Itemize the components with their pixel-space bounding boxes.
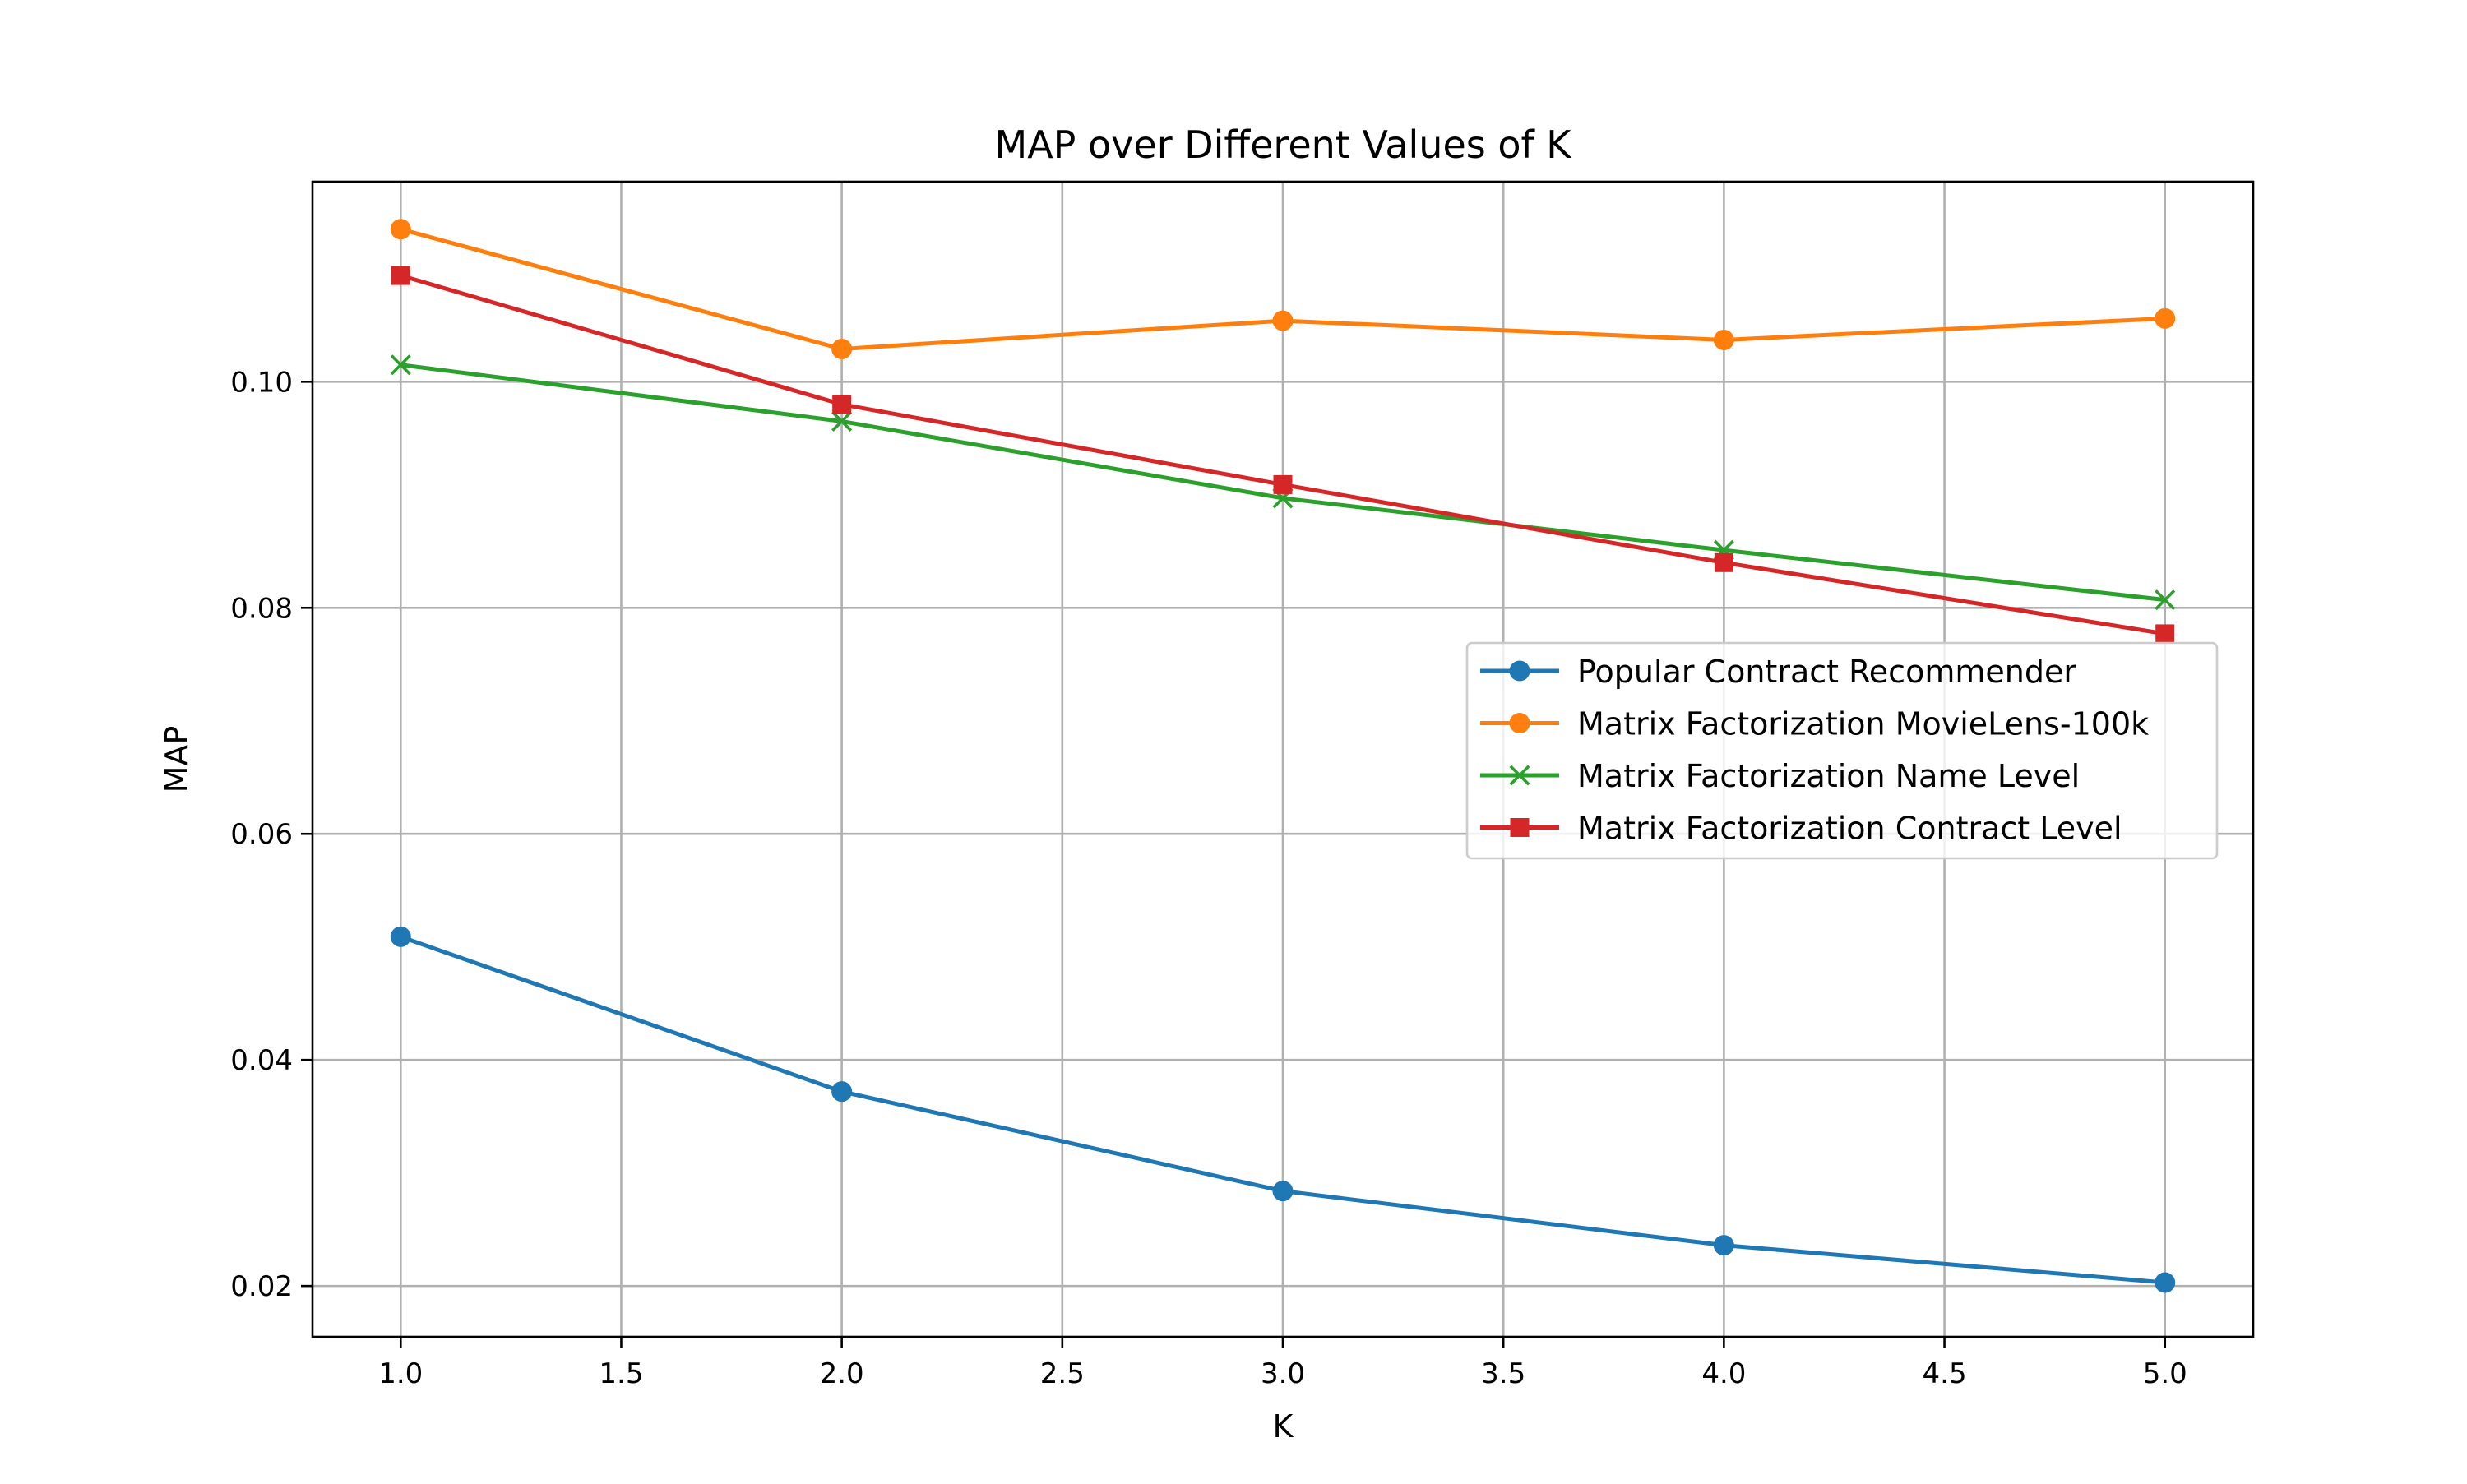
x-tick-label: 2.0 [820,1357,864,1390]
legend-marker [1509,713,1530,733]
legend-label: Popular Contract Recommender [1577,654,2076,690]
y-tick-label: 0.02 [230,1270,293,1303]
data-point [1272,1181,1294,1202]
series-4 [391,266,2175,644]
marker-stroke [2155,589,2176,611]
chart-title: MAP over Different Values of K [995,123,1573,167]
grid [312,182,2253,1337]
y-axis-label: MAP [159,726,195,793]
x-tick-label: 1.0 [378,1357,423,1390]
x-tick-label: 3.5 [1481,1357,1525,1390]
data-point [1273,474,1293,494]
data-point [2155,589,2176,611]
x-tick-label: 4.5 [1923,1357,1967,1390]
x-tick-label: 2.5 [1040,1357,1085,1390]
data-point [2155,307,2176,329]
x-tick-label: 1.5 [599,1357,643,1390]
legend-item: Matrix Factorization MovieLens-100k [1480,706,2149,742]
data-point [2155,1272,2176,1293]
series-1 [390,926,2176,1293]
data-point [391,266,410,285]
legend-box [1465,641,2219,860]
data-point [1272,310,1294,331]
legend-label: Matrix Factorization MovieLens-100k [1577,706,2149,742]
y-tick-label: 0.10 [230,366,293,399]
marker-stroke [390,354,411,376]
legend-marker [1509,660,1530,682]
legend-item: Popular Contract Recommender [1480,654,2076,690]
x-tick-label: 5.0 [2143,1357,2187,1390]
marker-stroke [831,410,853,432]
legend-marker [1509,765,1530,786]
series-2 [390,219,2176,359]
data-point [2155,624,2175,644]
x-tick-label: 4.0 [1701,1357,1746,1390]
data-point [390,926,411,947]
data-point [390,219,411,240]
legend-item: Matrix Factorization Contract Level [1480,811,2122,847]
legend: Popular Contract Recommender Matrix Facto… [1465,641,2219,860]
marker-stroke [1509,765,1530,786]
data-point [1713,329,1734,350]
legend-label: Matrix Factorization Contract Level [1577,811,2122,847]
x-tick-label: 3.0 [1261,1357,1305,1390]
data-point [831,338,853,359]
data-point [831,1081,853,1103]
y-tick-label: 0.04 [230,1044,293,1077]
x-axis-label: K [1273,1408,1294,1445]
ticks: 1.0 1.5 2.0 2.5 3.0 3.5 4.0 4.5 5.0 0.02 0.04 0.06 0… [230,366,2187,1390]
series-layer [390,219,2176,1293]
data-point [832,395,852,414]
y-tick-label: 0.08 [230,592,293,625]
y-tick-label: 0.06 [230,818,293,851]
legend-label: Matrix Factorization Name Level [1577,758,2080,794]
legend-item: Matrix Factorization Name Level [1480,758,2080,794]
data-point [390,354,411,376]
legend-marker [1510,818,1530,837]
data-point [831,410,853,432]
data-point [1714,552,1733,572]
data-point [1713,1235,1734,1256]
